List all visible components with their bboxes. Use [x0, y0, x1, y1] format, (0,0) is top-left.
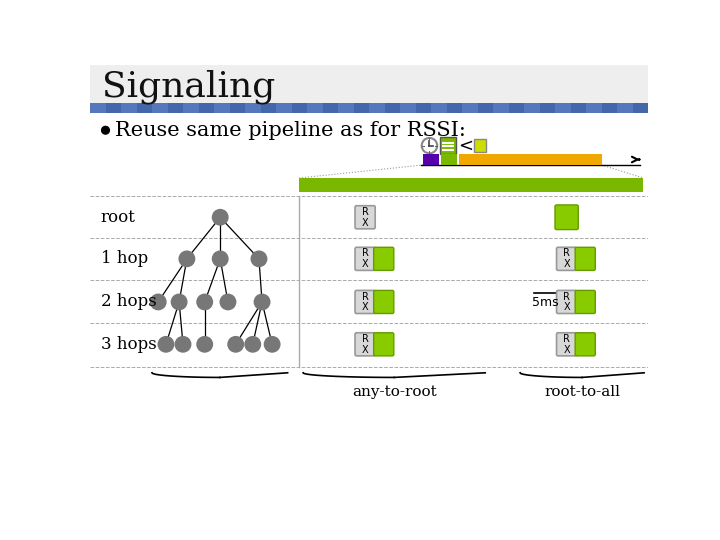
FancyBboxPatch shape — [90, 103, 648, 112]
Text: R
X: R X — [361, 248, 369, 269]
Text: R
X: R X — [563, 248, 570, 269]
Text: Reuse same pipeline as for RSSI:: Reuse same pipeline as for RSSI: — [114, 121, 466, 140]
FancyBboxPatch shape — [374, 291, 394, 314]
Circle shape — [102, 126, 109, 134]
FancyBboxPatch shape — [575, 333, 595, 356]
Circle shape — [212, 210, 228, 225]
FancyBboxPatch shape — [557, 247, 577, 271]
Circle shape — [197, 336, 212, 352]
FancyBboxPatch shape — [555, 103, 570, 112]
Text: R
X: R X — [563, 292, 570, 312]
FancyBboxPatch shape — [183, 103, 199, 112]
Text: <: < — [459, 137, 473, 154]
FancyBboxPatch shape — [575, 291, 595, 314]
FancyBboxPatch shape — [431, 103, 446, 112]
Circle shape — [150, 294, 166, 309]
Text: root-to-all: root-to-all — [544, 385, 620, 399]
FancyBboxPatch shape — [462, 103, 477, 112]
Text: Signaling: Signaling — [102, 69, 275, 104]
Text: 5ms: 5ms — [531, 296, 558, 309]
FancyBboxPatch shape — [374, 333, 394, 356]
FancyBboxPatch shape — [152, 103, 168, 112]
FancyBboxPatch shape — [557, 291, 577, 314]
FancyBboxPatch shape — [557, 333, 577, 356]
FancyBboxPatch shape — [90, 65, 648, 103]
FancyBboxPatch shape — [493, 103, 508, 112]
FancyBboxPatch shape — [369, 103, 384, 112]
FancyBboxPatch shape — [90, 103, 106, 112]
FancyBboxPatch shape — [617, 103, 632, 112]
Text: R
X: R X — [361, 292, 369, 312]
Text: R
X: R X — [563, 334, 570, 355]
FancyBboxPatch shape — [121, 103, 137, 112]
FancyBboxPatch shape — [276, 103, 292, 112]
FancyBboxPatch shape — [245, 103, 261, 112]
FancyBboxPatch shape — [575, 247, 595, 271]
Circle shape — [422, 138, 437, 153]
FancyBboxPatch shape — [338, 103, 354, 112]
FancyBboxPatch shape — [355, 206, 375, 229]
FancyBboxPatch shape — [586, 103, 601, 112]
Circle shape — [175, 336, 191, 352]
FancyBboxPatch shape — [441, 137, 456, 154]
FancyBboxPatch shape — [300, 178, 644, 192]
Circle shape — [171, 294, 187, 309]
Circle shape — [245, 336, 261, 352]
FancyBboxPatch shape — [474, 139, 486, 152]
FancyBboxPatch shape — [355, 333, 375, 356]
Circle shape — [264, 336, 280, 352]
Circle shape — [251, 251, 266, 267]
FancyBboxPatch shape — [441, 154, 456, 165]
FancyBboxPatch shape — [400, 103, 415, 112]
Text: 2 hops: 2 hops — [101, 293, 157, 310]
FancyBboxPatch shape — [524, 103, 539, 112]
Circle shape — [220, 294, 235, 309]
Circle shape — [158, 336, 174, 352]
Text: root: root — [101, 209, 136, 226]
FancyBboxPatch shape — [214, 103, 230, 112]
FancyBboxPatch shape — [555, 205, 578, 229]
FancyBboxPatch shape — [374, 247, 394, 271]
Circle shape — [254, 294, 270, 309]
FancyBboxPatch shape — [355, 291, 375, 314]
Text: 3 hops: 3 hops — [101, 336, 157, 353]
Circle shape — [212, 251, 228, 267]
Text: any-to-root: any-to-root — [352, 385, 436, 399]
Text: R
X: R X — [361, 207, 369, 228]
Text: 1 hop: 1 hop — [101, 251, 148, 267]
FancyBboxPatch shape — [459, 154, 601, 165]
FancyBboxPatch shape — [423, 154, 438, 165]
Circle shape — [179, 251, 194, 267]
Circle shape — [197, 294, 212, 309]
FancyBboxPatch shape — [355, 247, 375, 271]
Text: R
X: R X — [361, 334, 369, 355]
Circle shape — [228, 336, 243, 352]
FancyBboxPatch shape — [307, 103, 323, 112]
